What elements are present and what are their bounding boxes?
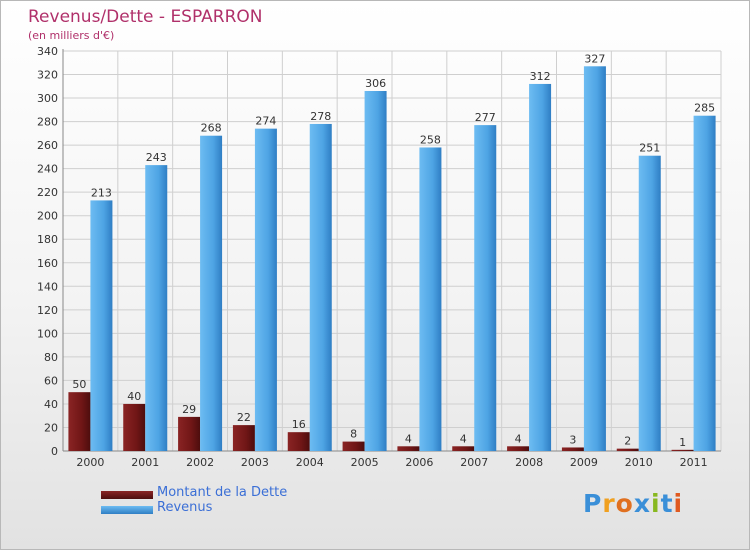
x-tick-label-2003: 2003 (241, 456, 269, 469)
x-tick-label-2006: 2006 (405, 456, 433, 469)
data-label-revenus-2008: 312 (530, 70, 551, 83)
y-tick-label: 320 (37, 69, 58, 82)
data-label-dette-2008: 4 (515, 432, 522, 445)
x-tick-label-2010: 2010 (625, 456, 653, 469)
bar-revenus-2005 (364, 91, 387, 451)
data-label-dette-2002: 29 (182, 403, 196, 416)
y-tick-label: 260 (37, 139, 58, 152)
bar-dette-2001 (123, 403, 146, 451)
data-label-dette-2006: 4 (405, 432, 412, 445)
data-label-dette-2003: 22 (237, 411, 251, 424)
data-label-revenus-2009: 327 (584, 52, 605, 65)
data-label-dette-2009: 3 (569, 433, 576, 446)
bar-dette-2007 (452, 446, 475, 451)
bar-revenus-2007 (474, 125, 497, 451)
data-label-revenus-2001: 243 (146, 151, 167, 164)
y-tick-label: 240 (37, 163, 58, 176)
data-label-dette-2007: 4 (460, 432, 467, 445)
chart-subtitle: (en milliers d'€) (28, 29, 115, 42)
data-label-revenus-2010: 251 (639, 142, 660, 155)
x-tick-label-2001: 2001 (131, 456, 159, 469)
y-tick-label: 100 (37, 327, 58, 340)
x-tick-label-2008: 2008 (515, 456, 543, 469)
y-tick-label: 180 (37, 233, 58, 246)
data-label-dette-2004: 16 (292, 418, 306, 431)
x-tick-label-2002: 2002 (186, 456, 214, 469)
y-tick-label: 200 (37, 210, 58, 223)
bar-revenus-2004 (309, 123, 332, 452)
data-label-dette-2010: 2 (624, 435, 631, 448)
bars (68, 66, 716, 452)
data-label-dette-2001: 40 (127, 390, 141, 403)
data-label-revenus-2005: 306 (365, 77, 386, 90)
y-tick-label: 0 (51, 445, 58, 458)
bar-dette-2003 (232, 425, 255, 451)
legend-swatch-dette (101, 491, 153, 499)
bar-dette-2000 (68, 392, 91, 451)
legend-label-revenus: Revenus (157, 500, 213, 515)
x-tick-label-2005: 2005 (351, 456, 379, 469)
y-tick-label: 280 (37, 116, 58, 129)
proxiti-logo: Proxiti (583, 489, 684, 518)
axes: 0204060801001201401601802002202402602803… (37, 45, 721, 469)
y-tick-label: 300 (37, 92, 58, 105)
data-labels: 5021340243292682227416278830642584277431… (72, 52, 715, 449)
y-tick-label: 220 (37, 186, 58, 199)
bar-dette-2010 (616, 448, 639, 451)
bar-dette-2006 (397, 446, 420, 451)
data-label-revenus-2007: 277 (475, 111, 496, 124)
bar-revenus-2009 (583, 66, 606, 451)
x-tick-label-2011: 2011 (680, 456, 708, 469)
bar-revenus-2010 (638, 155, 661, 452)
y-tick-label: 40 (44, 398, 58, 411)
bar-dette-2011 (671, 449, 694, 451)
y-tick-label: 20 (44, 421, 58, 434)
bar-revenus-2011 (693, 115, 716, 452)
data-label-revenus-2006: 258 (420, 133, 441, 146)
x-tick-label-2004: 2004 (296, 456, 324, 469)
x-tick-label-2000: 2000 (76, 456, 104, 469)
bar-dette-2002 (178, 416, 201, 451)
y-tick-label: 160 (37, 257, 58, 270)
data-label-revenus-2000: 213 (91, 186, 112, 199)
x-tick-label-2007: 2007 (460, 456, 488, 469)
data-label-revenus-2003: 274 (255, 115, 276, 128)
y-tick-label: 60 (44, 374, 58, 387)
chart-title: Revenus/Dette - ESPARRON (28, 7, 263, 27)
grid-lines (62, 50, 722, 452)
legend-label-dette: Montant de la Dette (157, 485, 288, 500)
y-tick-label: 140 (37, 280, 58, 293)
x-tick-label-2009: 2009 (570, 456, 598, 469)
y-tick-label: 340 (37, 45, 58, 58)
bar-dette-2008 (507, 446, 530, 451)
bar-revenus-2002 (200, 135, 223, 452)
data-label-dette-2000: 50 (72, 378, 86, 391)
bar-revenus-2000 (90, 200, 113, 451)
bar-dette-2004 (287, 432, 310, 451)
bar-revenus-2003 (254, 128, 277, 451)
bar-revenus-2001 (145, 165, 168, 451)
data-label-revenus-2004: 278 (310, 110, 331, 123)
bar-revenus-2008 (529, 83, 552, 452)
y-tick-label: 80 (44, 351, 58, 364)
data-label-dette-2011: 1 (679, 436, 686, 449)
y-tick-label: 120 (37, 304, 58, 317)
bar-dette-2009 (561, 447, 584, 451)
bar-dette-2005 (342, 441, 365, 451)
bar-revenus-2006 (419, 147, 442, 451)
data-label-revenus-2011: 285 (694, 102, 715, 115)
legend-swatch-revenus (101, 506, 153, 514)
data-label-dette-2005: 8 (350, 428, 357, 441)
data-label-revenus-2002: 268 (201, 122, 222, 135)
